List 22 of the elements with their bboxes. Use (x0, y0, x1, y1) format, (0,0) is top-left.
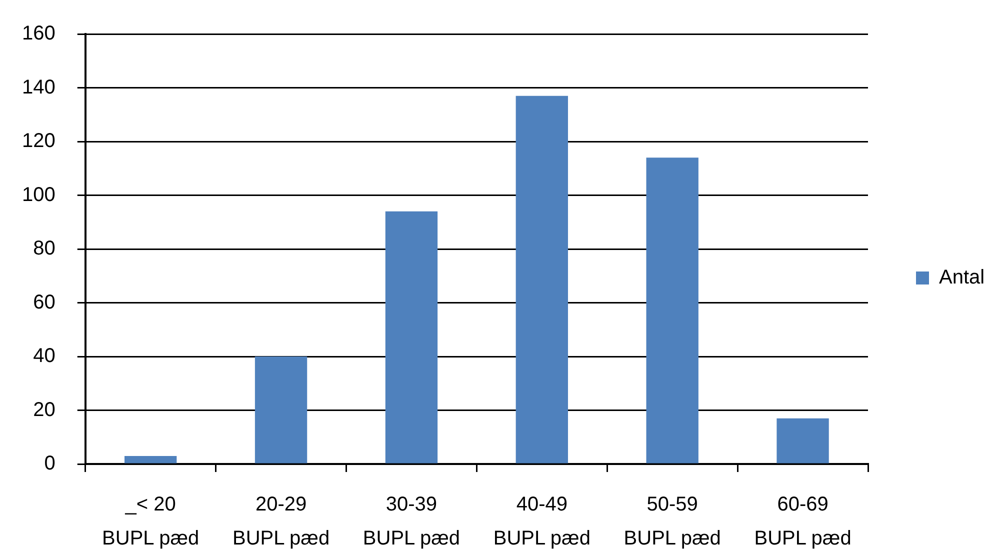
bar (124, 456, 177, 464)
y-tick-label: 40 (33, 345, 56, 368)
bar (646, 158, 698, 464)
bar (254, 356, 308, 464)
legend-label: Antal (939, 266, 985, 289)
y-tick-label: 120 (22, 130, 56, 152)
y-tick-label: 140 (22, 76, 56, 98)
bar (385, 211, 438, 464)
bar (516, 96, 568, 464)
x-tick-label: 30-39 BUPL pæd (362, 494, 460, 550)
y-tick-label: 160 (22, 22, 56, 45)
x-tick-label: 60-69 BUPL pæd (754, 494, 852, 550)
x-tick-label: _< 20 BUPL pæd (102, 494, 200, 550)
y-tick-label: 60 (33, 291, 56, 314)
y-tick-label: 80 (33, 238, 56, 260)
x-tick-label: 20-29 BUPL pæd (232, 494, 330, 550)
x-tick-label: 50-59 BUPL pæd (624, 494, 721, 550)
y-tick-label: 0 (44, 452, 56, 475)
bar (776, 418, 829, 464)
x-tick-label: 40-49 BUPL pæd (493, 494, 590, 550)
y-tick-label: 20 (33, 398, 56, 421)
y-tick-label: 100 (22, 184, 56, 206)
